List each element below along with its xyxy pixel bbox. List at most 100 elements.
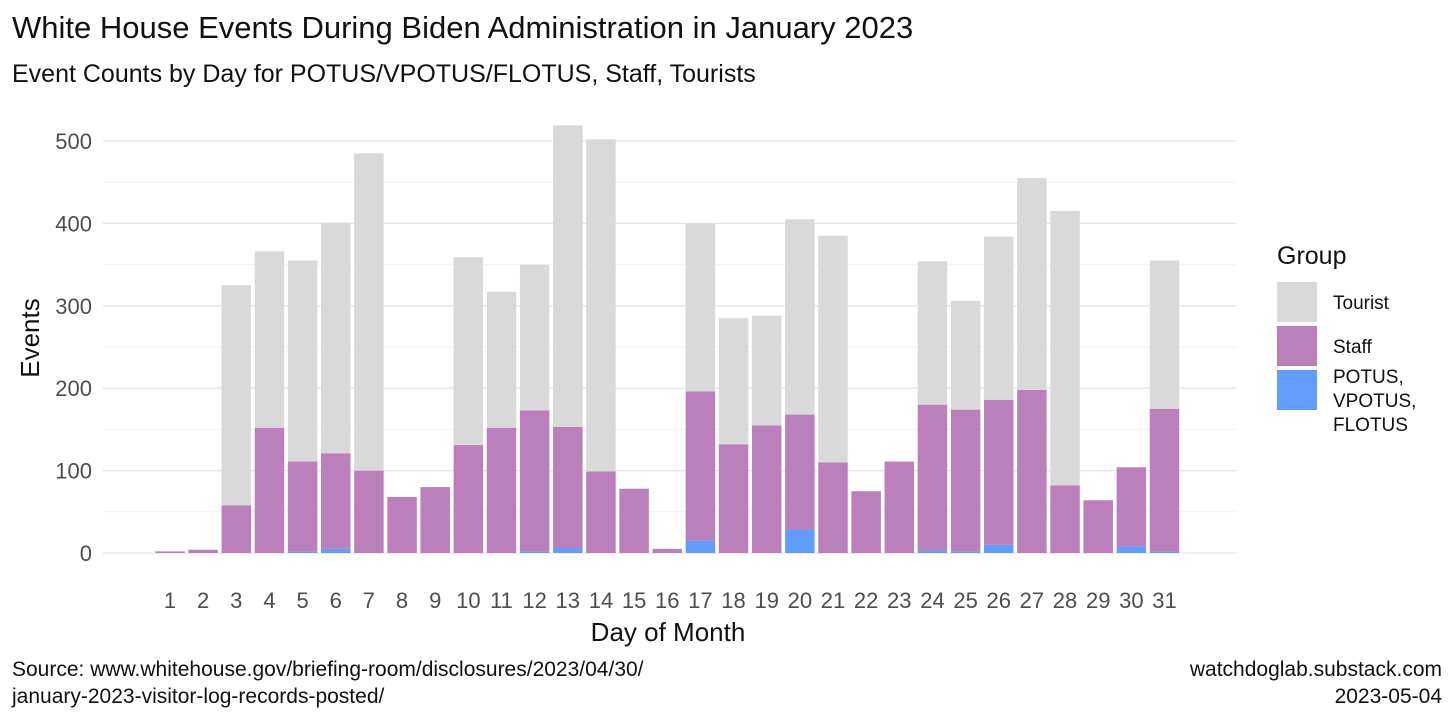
bar-segment-staff-day-29 (1083, 500, 1113, 553)
x-tick-label: 13 (556, 588, 580, 613)
bar-segment-potus-day-5 (287, 551, 318, 553)
x-tick-label: 28 (1053, 588, 1077, 613)
bar-segment-staff-day-31 (1149, 408, 1180, 552)
chart-subtitle: Event Counts by Day for POTUS/VPOTUS/FLO… (12, 60, 756, 88)
bar-segment-tourist-day-10 (453, 257, 484, 446)
bar-segment-tourist-day-28 (1050, 211, 1080, 486)
legend-label-staff: Staff (1333, 337, 1372, 358)
bar-segment-tourist-day-12 (519, 264, 550, 411)
bar-segment-tourist-day-17 (685, 223, 716, 392)
bar-segment-staff-day-21 (818, 462, 848, 553)
x-tick-label: 25 (953, 588, 977, 613)
bar-segment-staff-day-7 (354, 470, 384, 553)
x-tick-label: 15 (622, 588, 646, 613)
bar-segment-staff-day-10 (453, 445, 484, 553)
legend-label-potus: FLOTUS (1333, 415, 1408, 436)
x-tick-label: 21 (821, 588, 845, 613)
bar-segment-staff-day-25 (950, 409, 981, 552)
bar-segment-staff-day-28 (1050, 485, 1080, 553)
y-tick-label: 100 (55, 459, 92, 484)
legend-key-potus (1277, 370, 1317, 410)
x-tick-label: 12 (522, 588, 546, 613)
x-tick-label: 9 (429, 588, 441, 613)
bar-segment-potus-day-31 (1149, 551, 1180, 553)
bar-segment-potus-day-26 (984, 544, 1014, 553)
bar-segment-staff-day-2 (188, 549, 218, 553)
bar-segment-tourist-day-19 (751, 315, 782, 426)
x-tick-label: 26 (987, 588, 1011, 613)
legend-title: Group (1277, 242, 1346, 270)
x-tick-label: 8 (396, 588, 408, 613)
bar-segment-staff-day-1 (155, 551, 185, 553)
x-tick-label: 2 (197, 588, 209, 613)
bar-segment-tourist-day-11 (486, 291, 517, 428)
bar-segment-staff-day-5 (287, 461, 318, 552)
bar-segment-tourist-day-20 (785, 219, 815, 415)
bar-segment-potus-day-12 (519, 551, 550, 553)
x-tick-label: 16 (655, 588, 679, 613)
x-tick-label: 19 (754, 588, 778, 613)
credit-caption: watchdoglab.substack.com 2023-05-04 (1190, 656, 1442, 710)
bar-segment-tourist-day-6 (321, 222, 351, 454)
x-tick-label: 17 (688, 588, 712, 613)
bar-segment-potus-day-24 (917, 550, 948, 553)
legend-key-tourist (1277, 282, 1317, 322)
bar-segment-staff-day-19 (751, 425, 782, 553)
x-tick-label: 4 (263, 588, 275, 613)
x-tick-label: 31 (1152, 588, 1176, 613)
bar-segment-potus-day-6 (321, 548, 351, 553)
bars (155, 125, 1180, 553)
y-axis-label: Events (15, 298, 45, 378)
bar-segment-staff-day-27 (1017, 389, 1047, 553)
bar-segment-tourist-day-24 (917, 261, 948, 405)
y-tick-label: 300 (55, 294, 92, 319)
bar-segment-tourist-day-4 (254, 251, 285, 428)
bar-segment-staff-day-9 (420, 487, 450, 553)
bar-segment-tourist-day-21 (818, 235, 848, 463)
legend-label-potus: POTUS, (1333, 367, 1404, 388)
bar-segment-staff-day-6 (321, 453, 351, 549)
y-tick-label: 400 (55, 211, 92, 236)
bar-segment-potus-day-13 (553, 548, 583, 553)
bar-segment-tourist-day-13 (553, 125, 583, 427)
y-axis-ticks: 0 100 200 300 400 500 (55, 129, 92, 566)
bar-segment-staff-day-3 (221, 505, 252, 553)
y-tick-label: 500 (55, 129, 92, 154)
source-line-2: january-2023-visitor-log-records-posted/ (12, 685, 385, 708)
bar-segment-staff-day-30 (1116, 467, 1147, 547)
bar-segment-tourist-day-25 (950, 300, 981, 410)
x-tick-label: 11 (490, 588, 513, 613)
x-tick-label: 6 (330, 588, 342, 613)
x-tick-label: 3 (230, 588, 242, 613)
bar-segment-staff-day-26 (984, 399, 1014, 545)
bar-segment-staff-day-24 (917, 404, 948, 551)
bar-segment-staff-day-20 (785, 414, 815, 530)
source-caption: Source: www.whitehouse.gov/briefing-room… (12, 656, 644, 710)
legend-label-potus: VPOTUS, (1333, 391, 1416, 412)
legend: Group Tourist Staff POTUS, VPOTUS, FLOTUS (1277, 242, 1416, 436)
legend-label-tourist: Tourist (1333, 293, 1390, 314)
bar-segment-staff-day-14 (586, 471, 616, 553)
x-tick-label: 20 (788, 588, 812, 613)
x-axis-label: Day of Month (591, 617, 746, 647)
y-tick-label: 200 (55, 376, 92, 401)
y-tick-label: 0 (80, 541, 92, 566)
bar-segment-tourist-day-5 (287, 260, 318, 462)
x-tick-label: 30 (1119, 588, 1143, 613)
bar-segment-staff-day-13 (553, 426, 583, 549)
bar-segment-staff-day-18 (718, 444, 749, 553)
bar-segment-tourist-day-27 (1017, 178, 1047, 390)
legend-key-staff (1277, 326, 1317, 366)
bar-segment-staff-day-15 (619, 488, 649, 553)
bar-segment-tourist-day-31 (1149, 260, 1180, 409)
bar-segment-staff-day-22 (851, 491, 881, 553)
bar-segment-staff-day-23 (884, 461, 915, 553)
x-tick-label: 10 (456, 588, 480, 613)
bar-segment-potus-day-20 (785, 529, 815, 553)
source-line-1: Source: www.whitehouse.gov/briefing-room… (12, 658, 644, 681)
bar-segment-potus-day-25 (950, 551, 981, 553)
x-tick-label: 1 (164, 588, 176, 613)
bar-segment-staff-day-12 (519, 410, 550, 552)
x-tick-label: 23 (887, 588, 911, 613)
